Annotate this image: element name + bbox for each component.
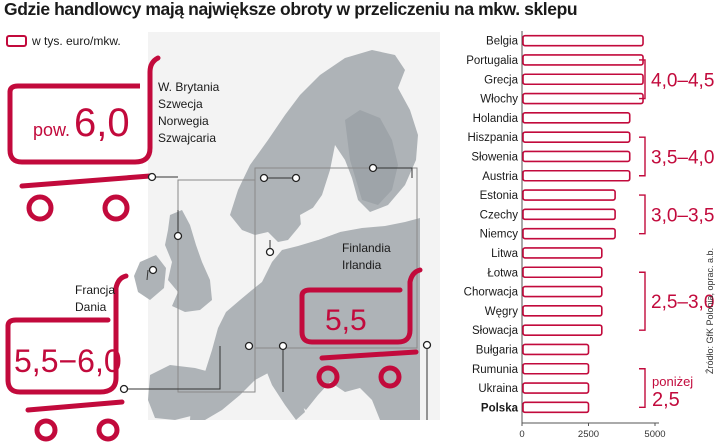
cart-2-dot xyxy=(119,384,129,394)
x-tick-label: 5000 xyxy=(644,429,665,440)
category-label: Grecja xyxy=(484,74,518,86)
country-label: Irlandia xyxy=(342,258,382,272)
bar xyxy=(522,227,616,240)
finland-land xyxy=(345,110,398,205)
leader-lines xyxy=(125,167,428,420)
cart-group-1 xyxy=(7,55,161,222)
range-bracket xyxy=(639,136,646,177)
category-label: Rumunia xyxy=(472,364,519,376)
cart-group-2 xyxy=(5,273,129,442)
continent-land xyxy=(190,218,420,420)
category-label: Czechy xyxy=(480,209,519,221)
bar xyxy=(522,382,590,394)
country-label: Szwecja xyxy=(158,97,203,111)
cart-2-value: 5,5−6,0 xyxy=(14,343,122,379)
category-label: Ukraina xyxy=(478,383,518,395)
ireland-land xyxy=(134,255,166,300)
bar xyxy=(522,131,631,143)
range-label: 2,5 xyxy=(652,389,680,411)
europe-map: pow. 6,0 5,5−6,0 5,5 xyxy=(5,32,440,442)
category-label: Słowenia xyxy=(471,151,518,163)
category-label: Portugalia xyxy=(466,55,518,67)
category-label: Estonia xyxy=(480,190,519,202)
group-1-countries: W. Brytania Szwecja Norwegia Szwajcaria xyxy=(158,79,219,147)
range-label: 3,0–3,5 xyxy=(651,205,714,226)
cart-1-dot xyxy=(147,172,157,182)
x-tick-label: 2500 xyxy=(578,429,599,440)
bar xyxy=(522,324,603,336)
legend-swatch xyxy=(6,35,27,47)
legend-label: w tys. euro/mkw. xyxy=(32,34,121,48)
category-label: Litwa xyxy=(491,248,518,260)
bar xyxy=(522,34,644,47)
bar xyxy=(522,169,631,182)
legend: w tys. euro/mkw. xyxy=(6,34,121,48)
cart-3-value: 5,5 xyxy=(325,304,367,337)
bar xyxy=(522,189,616,201)
category-label: Węgry xyxy=(485,306,518,318)
bar xyxy=(522,208,616,221)
bar xyxy=(522,343,590,356)
country-label: Szwajcaria xyxy=(158,131,217,145)
chart-title: Gdzie handlowcy mają największe obroty w… xyxy=(4,0,578,19)
bar xyxy=(522,285,603,298)
range-bracket xyxy=(639,368,646,409)
bar xyxy=(522,362,590,375)
category-label: Słowacja xyxy=(472,325,519,337)
country-label: Finlandia xyxy=(342,241,391,255)
category-label: Hiszpania xyxy=(468,132,519,144)
bar xyxy=(522,92,644,105)
range-label: poniżej xyxy=(652,374,693,389)
category-label: Holandia xyxy=(473,113,519,125)
country-label: Francja xyxy=(75,283,116,297)
category-label: Polska xyxy=(481,402,519,414)
range-bracket xyxy=(639,271,646,331)
range-label: 3,5–4,0 xyxy=(651,147,714,168)
bar xyxy=(522,247,603,259)
bar xyxy=(522,401,590,414)
category-label: Łotwa xyxy=(487,267,518,279)
range-bracket xyxy=(639,194,646,235)
category-label: Austria xyxy=(482,171,518,183)
country-label: W. Brytania xyxy=(158,80,220,94)
category-label: Włochy xyxy=(480,94,518,106)
range-label: 2,5–3,0 xyxy=(651,292,714,313)
category-label: Niemcy xyxy=(480,229,519,241)
category-label: Belgia xyxy=(486,36,519,48)
source-note: Źródło: GfK Polonia, oprac. a.b. xyxy=(705,247,715,374)
bar xyxy=(522,112,631,124)
location-dots xyxy=(148,163,432,351)
category-label: Bułgaria xyxy=(476,344,519,356)
country-label: Dania xyxy=(75,300,107,314)
range-bracket xyxy=(639,59,646,100)
bar xyxy=(522,54,644,66)
bar xyxy=(522,266,603,279)
group-2-countries: Francja Dania xyxy=(75,282,115,316)
bar xyxy=(522,305,603,317)
bar xyxy=(522,150,631,163)
range-label: 4,0–4,5 xyxy=(651,70,714,91)
baltic-sea xyxy=(300,200,345,240)
group-3-countries: Finlandia Irlandia xyxy=(342,240,391,274)
country-label: Norwegia xyxy=(158,114,209,128)
cart-1-value: pow. 6,0 xyxy=(33,101,130,145)
cart-group-3 xyxy=(299,267,423,389)
category-label: Chorwacja xyxy=(464,287,519,299)
map-frames xyxy=(177,167,418,393)
bar xyxy=(522,73,644,86)
cart-1-rim xyxy=(7,83,140,150)
x-tick-label: 0 xyxy=(519,429,524,440)
